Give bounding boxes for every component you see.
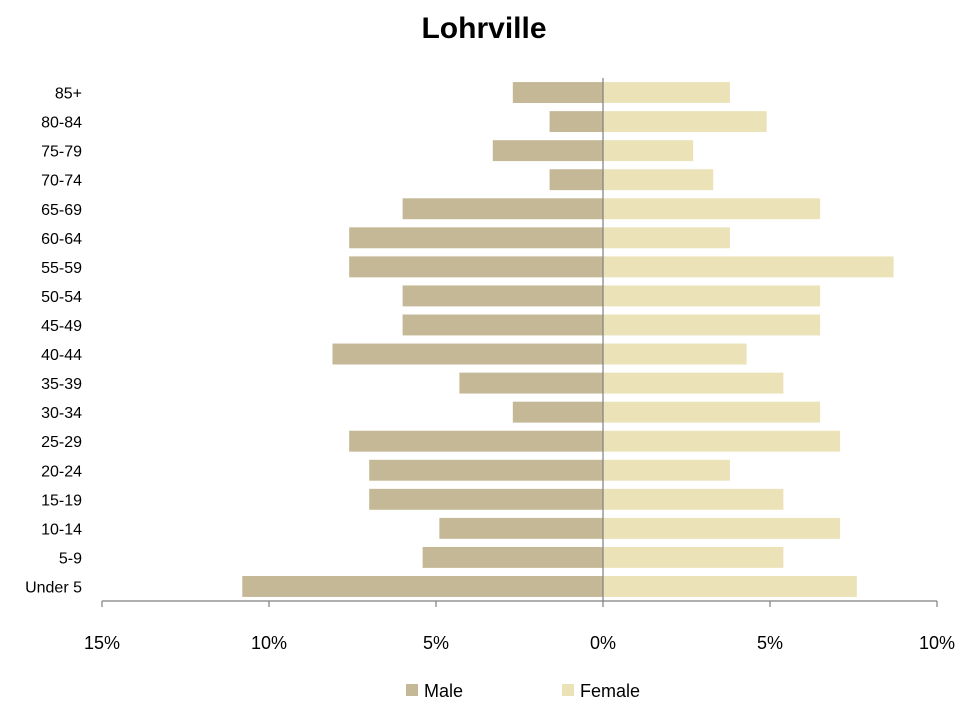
category-label: 35-39 <box>41 376 82 393</box>
bar-male-80-84 <box>549 111 603 133</box>
bar-female-30-34 <box>603 401 821 423</box>
category-label: 30-34 <box>41 405 82 422</box>
bar-male-20-24 <box>369 459 603 481</box>
bar-male-85 <box>512 82 603 103</box>
category-label: 5-9 <box>59 550 82 567</box>
bar-female-35-39 <box>603 372 784 394</box>
category-label: 80-84 <box>41 115 82 132</box>
category-label: 25-29 <box>41 434 82 451</box>
bar-male-under-5 <box>242 576 603 597</box>
bar-male-50-54 <box>402 285 603 307</box>
bar-female-50-54 <box>603 285 821 307</box>
bar-female-20-24 <box>603 459 730 481</box>
category-label: 85+ <box>55 86 82 103</box>
bar-male-30-34 <box>512 401 603 423</box>
legend-swatch-male <box>406 684 418 696</box>
bar-female-75-79 <box>603 140 694 162</box>
bar-female-25-29 <box>603 430 841 452</box>
bar-male-65-69 <box>402 198 603 220</box>
category-label: 20-24 <box>41 463 82 480</box>
bar-male-25-29 <box>349 430 603 452</box>
category-label: 65-69 <box>41 202 82 219</box>
legend-swatch-female <box>562 684 574 696</box>
category-label: Under 5 <box>25 579 82 596</box>
bar-female-55-59 <box>603 256 894 278</box>
bar-female-under-5 <box>603 576 857 597</box>
x-tick-label: 0% <box>590 633 616 653</box>
bar-female-15-19 <box>603 488 784 510</box>
category-label: 55-59 <box>41 260 82 277</box>
bar-male-45-49 <box>402 314 603 336</box>
bar-female-85 <box>603 82 730 103</box>
legend-label-male: Male <box>424 681 463 701</box>
x-tick-label: 5% <box>423 633 449 653</box>
bar-female-65-69 <box>603 198 821 220</box>
bar-female-80-84 <box>603 111 767 133</box>
legend: Male Female <box>406 681 640 701</box>
legend-label-female: Female <box>580 681 640 701</box>
category-label: 10-14 <box>41 521 82 538</box>
category-labels: Under 5 5-9 10-14 15-19 20-24 25-29 30-34 35-39… <box>25 86 82 597</box>
bar-male-15-19 <box>369 488 603 510</box>
bars-layer <box>242 82 894 597</box>
bar-female-60-64 <box>603 227 730 249</box>
bar-female-40-44 <box>603 343 747 365</box>
bar-female-70-74 <box>603 169 714 191</box>
x-tick-label: 10% <box>251 633 287 653</box>
bar-male-5-9 <box>422 546 603 568</box>
bar-male-40-44 <box>332 343 603 365</box>
x-tick-label: 10% <box>919 633 955 653</box>
bar-female-45-49 <box>603 314 821 336</box>
axis-layer: 15% 10% 5% 0% 5% 10% <box>84 78 955 653</box>
category-label: 75-79 <box>41 144 82 161</box>
category-label: 40-44 <box>41 347 82 364</box>
bar-female-10-14 <box>603 517 841 539</box>
category-label: 45-49 <box>41 318 82 335</box>
category-label: 60-64 <box>41 231 82 248</box>
bar-female-5-9 <box>603 546 784 568</box>
x-tick-label: 15% <box>84 633 120 653</box>
bar-male-60-64 <box>349 227 603 249</box>
bar-male-10-14 <box>439 517 603 539</box>
bar-male-70-74 <box>549 169 603 191</box>
chart-title: Lohrville <box>421 12 546 45</box>
bar-male-55-59 <box>349 256 603 278</box>
category-label: 15-19 <box>41 492 82 509</box>
category-label: 70-74 <box>41 173 82 190</box>
x-tick-label: 5% <box>757 633 783 653</box>
bar-male-35-39 <box>459 372 603 394</box>
bar-male-75-79 <box>492 140 603 162</box>
category-label: 50-54 <box>41 289 82 306</box>
